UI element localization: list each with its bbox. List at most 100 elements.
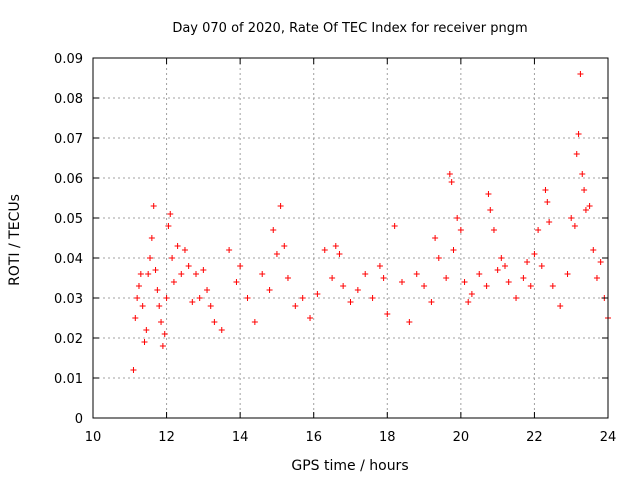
data-point: [314, 291, 321, 297]
data-point: [505, 279, 512, 285]
data-point: [549, 283, 556, 289]
data-point: [542, 187, 549, 193]
data-point: [266, 287, 273, 293]
y-tick-label: 0.03: [54, 292, 83, 307]
data-point: [154, 287, 161, 293]
data-point: [321, 247, 328, 253]
data-point: [189, 299, 196, 305]
data-point: [207, 303, 214, 309]
data-points: [130, 71, 611, 373]
data-point: [432, 235, 439, 241]
data-point: [132, 315, 139, 321]
data-point: [148, 235, 155, 241]
data-point: [347, 299, 354, 305]
data-point: [281, 243, 288, 249]
data-point: [174, 243, 181, 249]
data-point: [485, 191, 492, 197]
data-point: [454, 215, 461, 221]
data-point: [450, 247, 457, 253]
data-point: [137, 271, 144, 277]
grid-lines: [93, 58, 608, 418]
data-point: [244, 295, 251, 301]
data-point: [152, 267, 159, 273]
data-point: [204, 287, 211, 293]
data-point: [457, 227, 464, 233]
data-point: [465, 299, 472, 305]
data-point: [546, 219, 553, 225]
y-tick-label: 0.05: [54, 212, 83, 227]
data-point: [193, 271, 199, 277]
data-point: [487, 207, 494, 213]
data-point: [490, 227, 497, 233]
data-point: [421, 283, 428, 289]
data-point: [448, 179, 455, 185]
data-point: [143, 327, 150, 333]
data-point: [336, 251, 343, 257]
data-point: [145, 271, 152, 277]
data-point: [502, 263, 508, 269]
data-point: [513, 295, 520, 301]
data-point: [527, 283, 534, 289]
x-tick-label: 20: [453, 430, 470, 445]
data-point: [413, 271, 420, 277]
y-tick-label: 0.06: [54, 172, 83, 187]
data-point: [461, 279, 468, 285]
data-point: [399, 279, 405, 285]
x-tick-label: 18: [379, 430, 396, 445]
x-axis-label: GPS time / hours: [291, 458, 408, 474]
data-point: [196, 295, 203, 301]
data-point: [167, 211, 174, 217]
y-tick-label: 0.02: [54, 332, 83, 347]
y-tick-label: 0.04: [54, 252, 83, 267]
data-point: [226, 247, 233, 253]
data-point: [391, 223, 398, 229]
data-point: [270, 227, 277, 233]
data-point: [340, 283, 347, 289]
data-point: [443, 275, 450, 281]
plot-frame: [92, 57, 609, 419]
data-point: [165, 223, 172, 229]
y-tick-label: 0.08: [54, 92, 83, 107]
data-point: [233, 279, 240, 285]
data-point: [524, 259, 531, 265]
data-point: [593, 275, 600, 281]
data-point: [575, 131, 582, 137]
data-point: [362, 271, 369, 277]
chart-title: Day 070 of 2020, Rate Of TEC Index for r…: [172, 21, 527, 36]
data-point: [369, 295, 376, 301]
x-tick-label: 12: [158, 430, 175, 445]
data-point: [354, 287, 361, 293]
data-point: [251, 319, 258, 325]
x-tick-label: 22: [526, 430, 543, 445]
x-tick-label: 10: [85, 430, 102, 445]
data-point: [158, 319, 165, 325]
data-point: [292, 303, 299, 309]
data-point: [535, 227, 542, 233]
data-point: [163, 295, 170, 301]
data-point: [571, 223, 578, 229]
data-point: [476, 271, 483, 277]
y-tick-label: 0.01: [54, 372, 83, 387]
data-point: [557, 303, 564, 309]
y-tick-label: 0: [75, 412, 83, 427]
data-point: [237, 263, 244, 269]
data-point: [141, 339, 148, 345]
data-point: [573, 151, 580, 157]
data-point: [135, 283, 142, 289]
data-point: [597, 259, 604, 265]
data-point: [332, 243, 339, 249]
data-point: [494, 267, 501, 273]
data-point: [130, 367, 137, 373]
data-point: [544, 199, 551, 205]
x-tick-label: 14: [232, 430, 249, 445]
data-point: [200, 267, 207, 273]
data-point: [307, 315, 314, 321]
data-point: [329, 275, 336, 281]
data-point: [483, 283, 490, 289]
data-point: [564, 271, 571, 277]
data-point: [159, 343, 166, 349]
data-point: [259, 271, 266, 277]
axis-ticks: 10 12 14 16 18 20 22 24 0 0.01 0.02 0.03 0.04 0.05 0.0…: [54, 52, 616, 445]
data-point: [277, 203, 284, 209]
